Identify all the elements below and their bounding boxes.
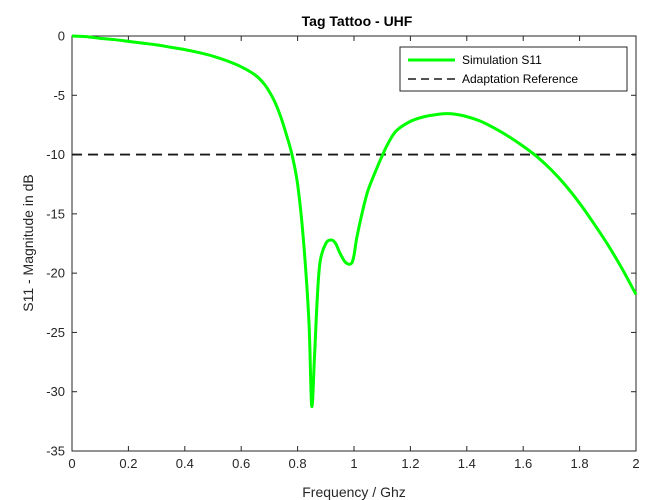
y-axis-label: S11 - Magnitude in dB (20, 174, 36, 312)
y-tick-label: -10 (46, 147, 65, 162)
series-simulation-s11 (71, 34, 638, 408)
y-tick-label: -25 (46, 325, 65, 340)
legend-label-simulation: Simulation S11 (462, 53, 542, 67)
legend-box (399, 46, 628, 92)
chart-title: Tag Tattoo - UHF (302, 13, 413, 29)
y-tick-label: -15 (46, 206, 65, 221)
x-tick-label: 0.4 (176, 456, 194, 471)
x-tick-label: 0.6 (232, 456, 250, 471)
y-tick-label: 0 (58, 29, 65, 44)
x-tick-label: 0.2 (119, 456, 137, 471)
x-axis-label: Frequency / Ghz (302, 484, 406, 500)
y-tick-label: -5 (53, 88, 65, 103)
plot-area (71, 35, 637, 452)
x-tick-label: 1.2 (401, 456, 419, 471)
legend: Simulation S11 Adaptation Reference (399, 46, 628, 92)
legend-label-reference: Adaptation Reference (462, 72, 578, 86)
x-tick-label: 0 (68, 456, 75, 471)
y-tick-label: -20 (46, 266, 65, 281)
x-tick-label: 1.6 (514, 456, 532, 471)
y-tick-label: -30 (46, 384, 65, 399)
y-tick-label: -35 (46, 444, 65, 459)
x-tick-label: 1 (350, 456, 357, 471)
x-tick-label: 1.8 (571, 456, 589, 471)
axis-ticks: 0 0.2 0.4 0.6 0.8 1 1.2 1.4 1.6 1.8 2 0 -5 -10 -15 -20 -… (46, 29, 639, 472)
x-tick-label: 1.4 (458, 456, 476, 471)
series-layer (71, 34, 638, 408)
x-tick-label: 0.8 (289, 456, 307, 471)
x-tick-label: 2 (632, 456, 639, 471)
